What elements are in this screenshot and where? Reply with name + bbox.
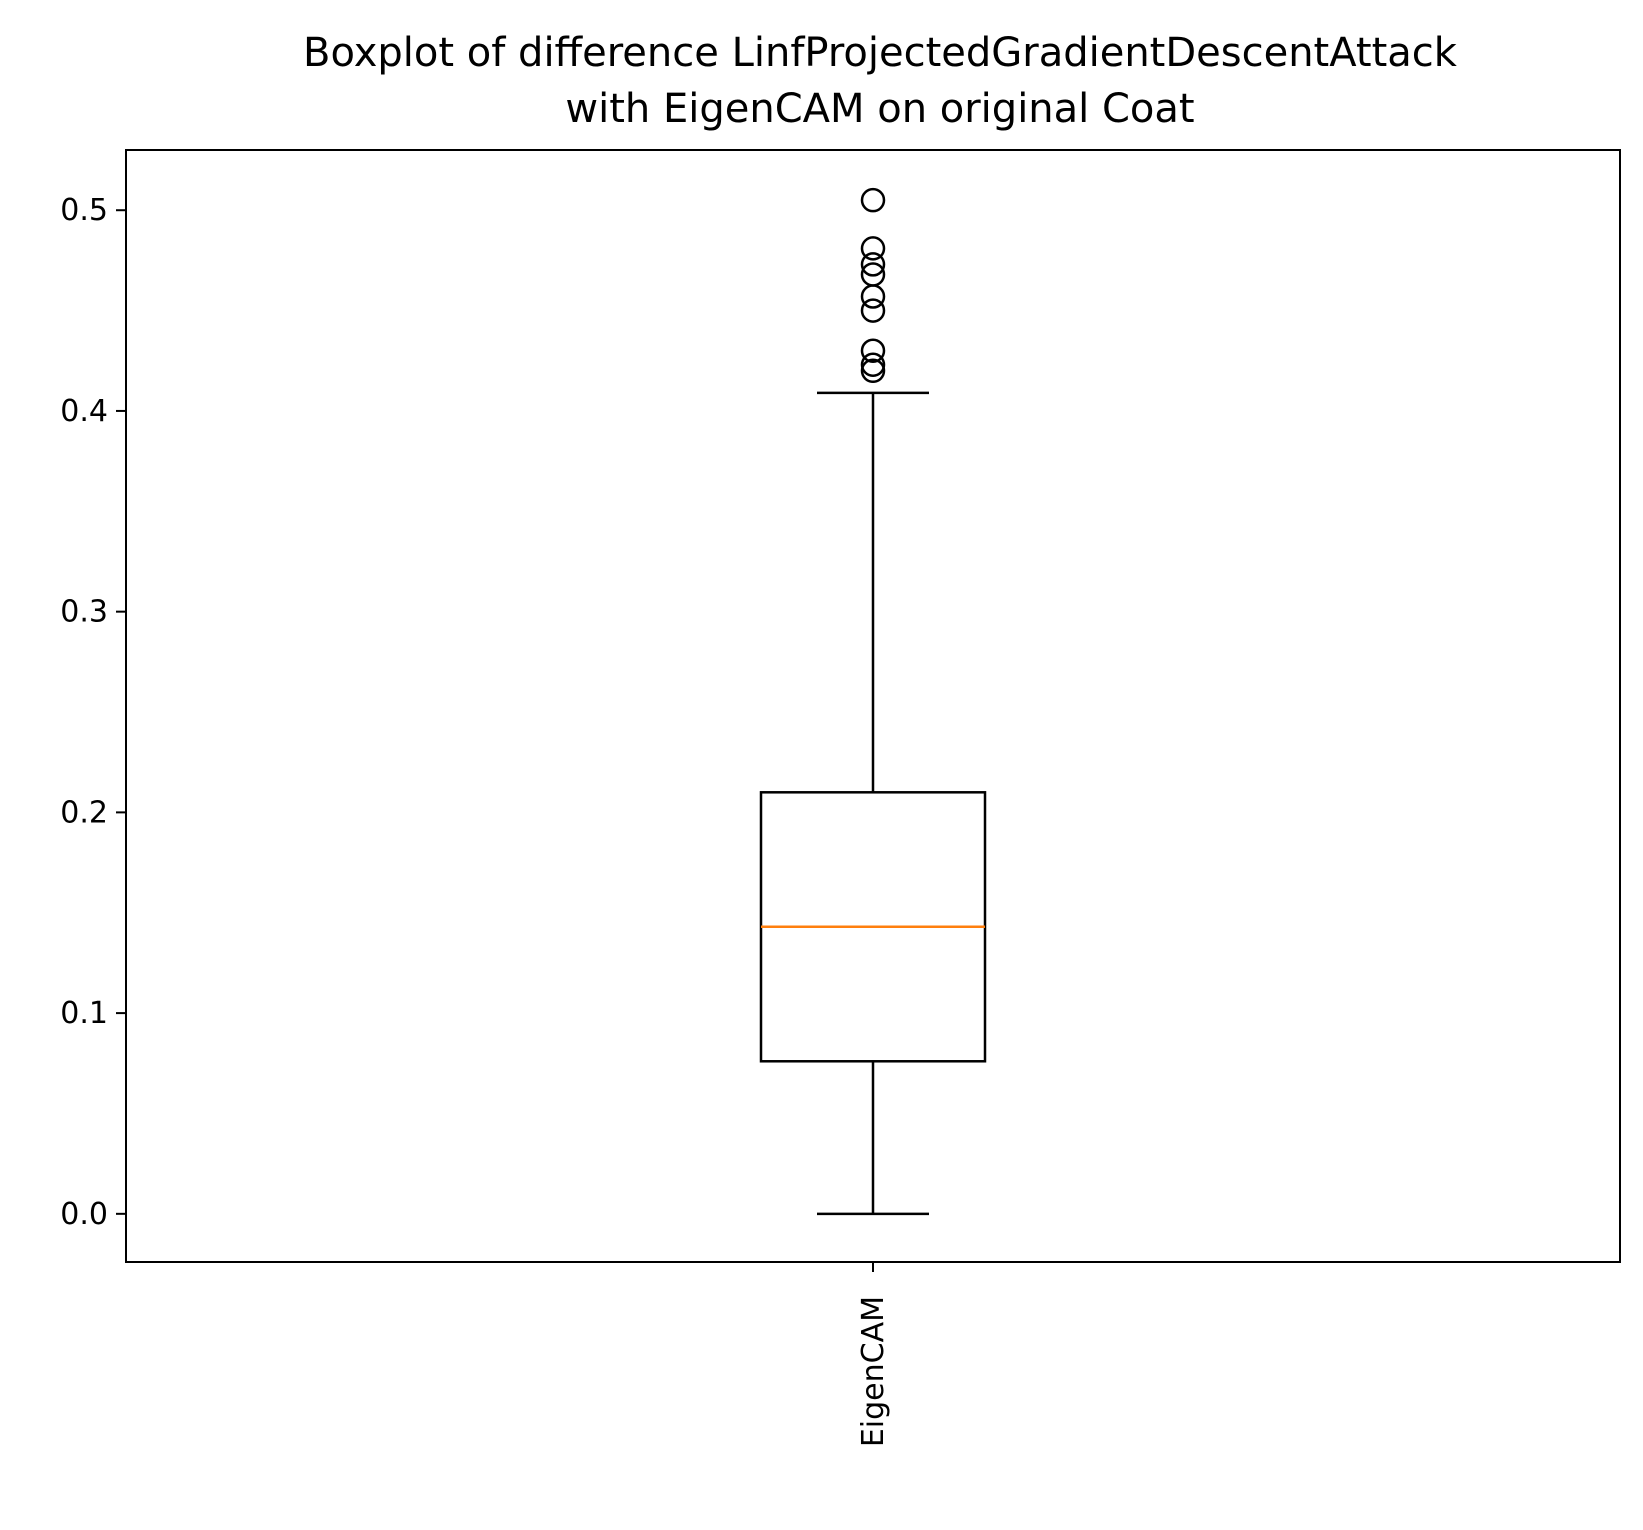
outlier-point — [860, 236, 886, 261]
outlier-point — [860, 352, 886, 378]
y-tick-label: 0.2 — [60, 795, 108, 830]
y-tick-label: 0.5 — [60, 193, 108, 228]
outlier-point — [860, 358, 886, 384]
chart-title-line-1: Boxplot of difference LinfProjectedGradi… — [303, 30, 1458, 76]
outlier-point — [860, 284, 886, 309]
outlier-point — [860, 252, 886, 277]
outlier-point — [860, 187, 886, 213]
outlier-point — [860, 338, 886, 363]
chart-title: Boxplot of difference LinfProjectedGradi… — [303, 30, 1458, 132]
y-tick-label: 0.0 — [60, 1197, 108, 1232]
y-tick-label: 0.1 — [60, 996, 108, 1031]
plot-area: 0.0 0.1 0.2 0.3 0.4 0.5 EigenCAM — [60, 149, 1621, 1447]
y-tick-label: 0.4 — [60, 394, 108, 429]
chart-title-line-2: with EigenCAM on original Coat — [565, 86, 1194, 132]
x-tick-label: EigenCAM — [856, 1296, 891, 1447]
outlier-point — [860, 298, 886, 323]
y-tick-label: 0.3 — [60, 595, 108, 630]
